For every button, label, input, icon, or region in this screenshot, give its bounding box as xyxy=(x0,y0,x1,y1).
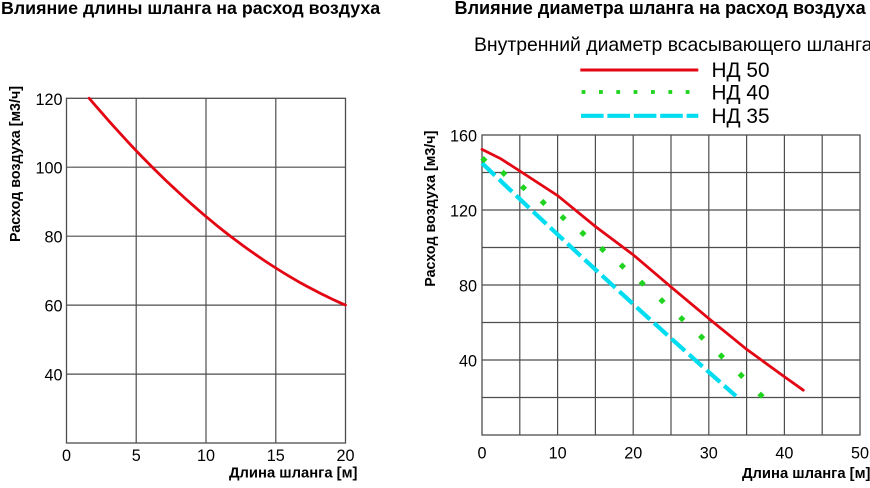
svg-text:20: 20 xyxy=(624,445,642,463)
svg-text:80: 80 xyxy=(459,278,477,296)
svg-text:120: 120 xyxy=(450,203,477,221)
svg-text:40: 40 xyxy=(44,367,62,385)
svg-text:50: 50 xyxy=(851,445,869,463)
svg-text:Влияние длины шланга на расход: Влияние длины шланга на расход воздуха xyxy=(1,0,380,18)
svg-text:30: 30 xyxy=(700,445,718,463)
svg-text:40: 40 xyxy=(459,353,477,371)
svg-text:0: 0 xyxy=(477,445,486,463)
svg-text:Влияние диаметра шланга на рас: Влияние диаметра шланга на расход воздух… xyxy=(455,0,867,18)
svg-text:40: 40 xyxy=(775,445,793,463)
svg-text:НД 35: НД 35 xyxy=(712,105,770,128)
svg-text:100: 100 xyxy=(35,160,62,178)
svg-text:120: 120 xyxy=(35,91,62,109)
svg-text:60: 60 xyxy=(44,298,62,316)
svg-text:80: 80 xyxy=(44,229,62,247)
svg-text:10: 10 xyxy=(197,447,215,465)
svg-text:15: 15 xyxy=(267,447,285,465)
svg-text:Расход воздуха [м3/ч]: Расход воздуха [м3/ч] xyxy=(8,86,24,242)
svg-text:Расход воздуха [м3/ч]: Расход воздуха [м3/ч] xyxy=(423,131,439,287)
svg-text:НД 40: НД 40 xyxy=(712,82,770,105)
svg-text:Внутренний диаметр всасывающег: Внутренний диаметр всасывающего шланга xyxy=(474,34,870,56)
svg-text:Длина шланга [м]: Длина шланга [м] xyxy=(742,466,870,482)
svg-text:5: 5 xyxy=(132,447,141,465)
svg-text:Длина шланга [м]: Длина шланга [м] xyxy=(229,466,358,482)
svg-text:0: 0 xyxy=(62,447,71,465)
svg-text:10: 10 xyxy=(549,445,567,463)
svg-text:160: 160 xyxy=(450,128,477,146)
svg-text:20: 20 xyxy=(336,447,354,465)
svg-text:НД 50: НД 50 xyxy=(712,59,770,82)
